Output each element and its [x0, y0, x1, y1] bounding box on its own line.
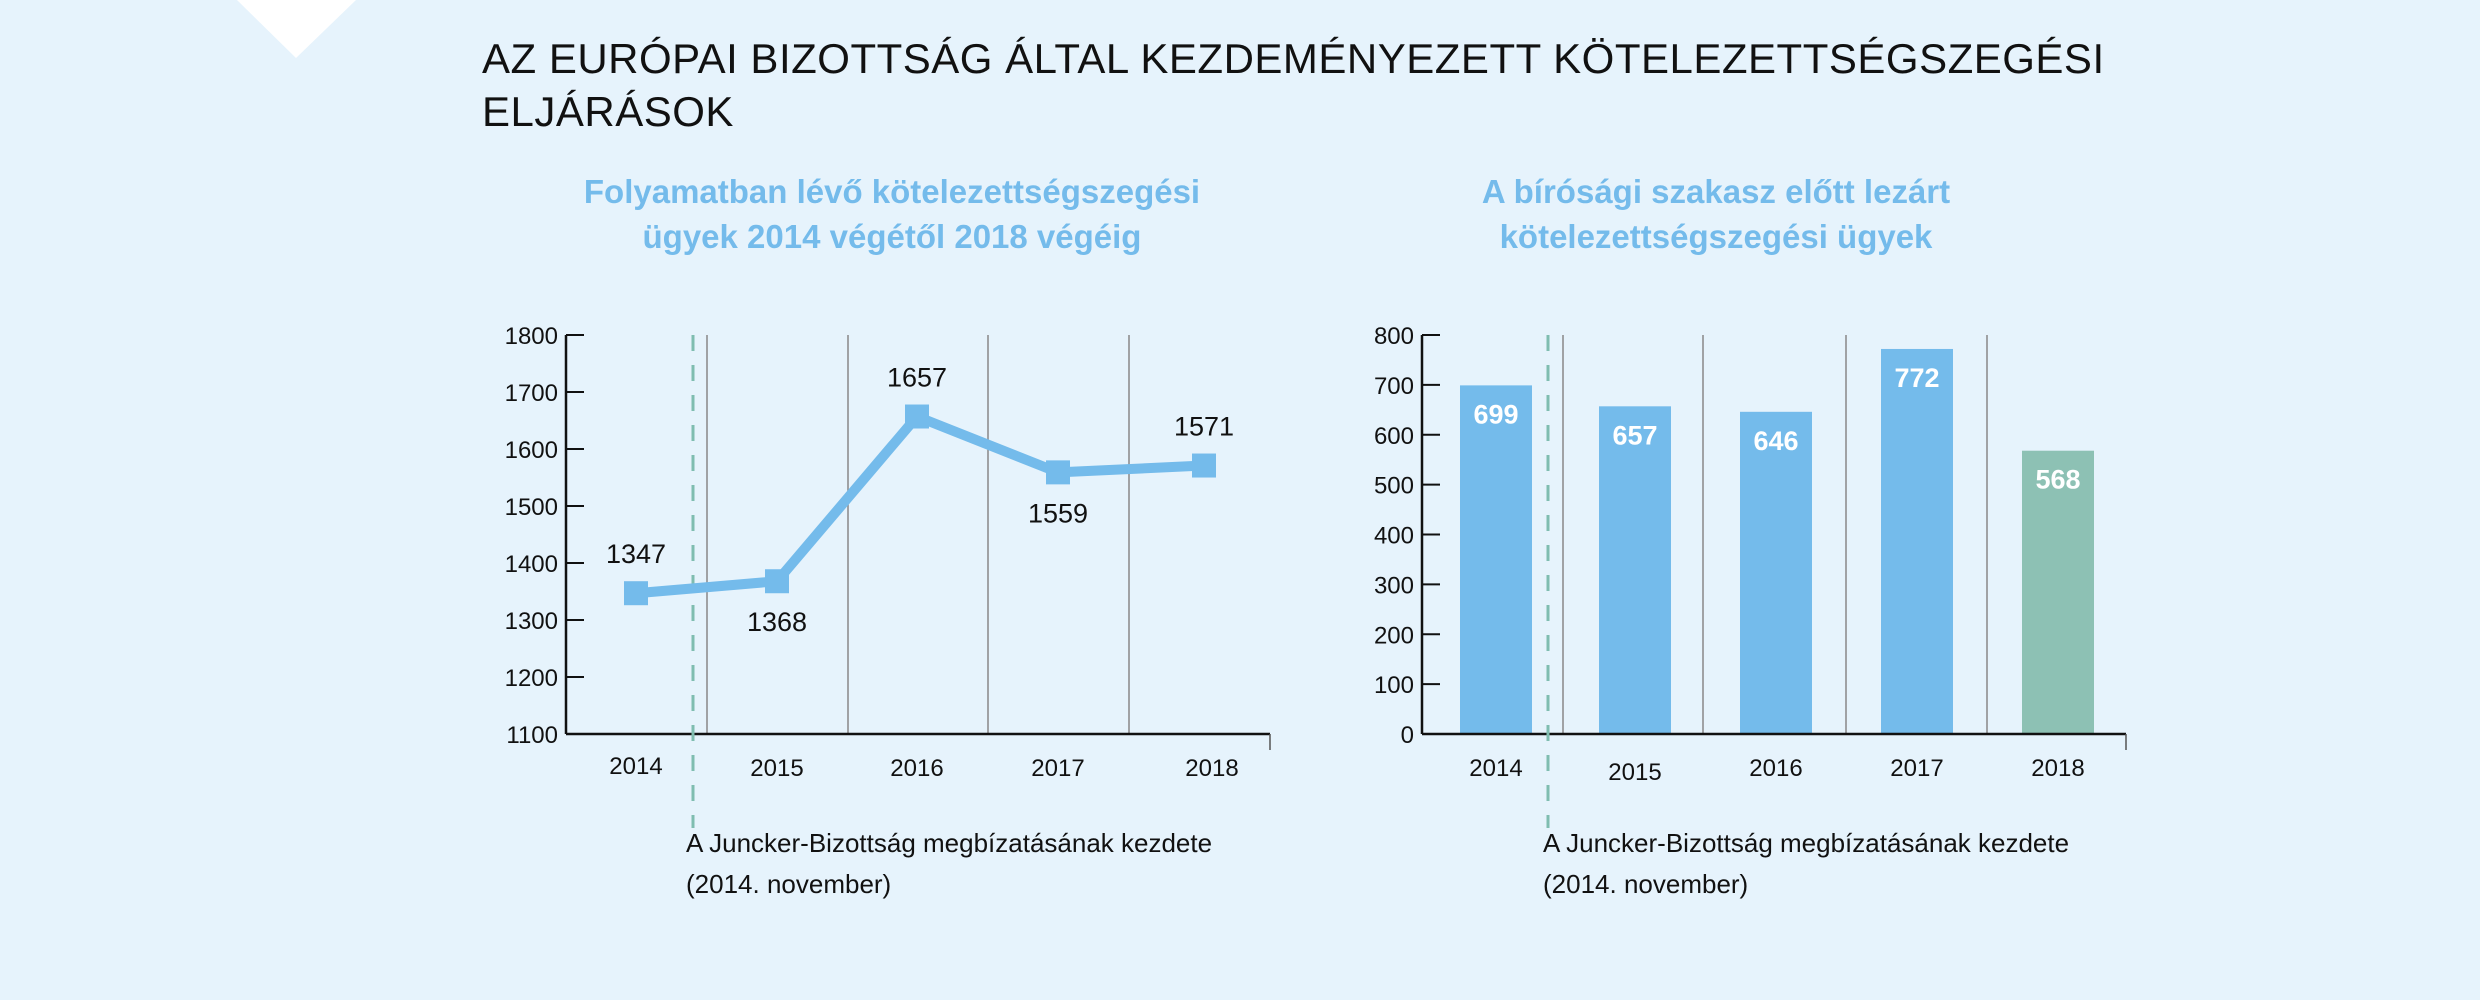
x-tick-label: 2016: [890, 755, 943, 782]
data-label: 1559: [1028, 498, 1088, 528]
bar-chart: 0 100 200 300 400 500 600 700 800 2014 2015 2016 201…: [1374, 323, 2127, 828]
x-tick-label: 2017: [1890, 755, 1943, 782]
y-tick-label: 200: [1374, 622, 1414, 649]
y-tick-label: 1200: [505, 665, 558, 692]
bar-value-label: 568: [2035, 465, 2080, 495]
bar: [1599, 406, 1671, 734]
data-point-marker: [1046, 460, 1070, 485]
line-chart-title-line-2: ügyek 2014 végétől 2018 végéig: [643, 218, 1142, 255]
y-tick-label: 400: [1374, 523, 1414, 550]
line-chart-title-line-1: Folyamatban lévő kötelezettségszegési: [584, 173, 1200, 210]
y-tick-label: 300: [1374, 572, 1414, 599]
y-tick-label: 1500: [505, 494, 558, 521]
x-tick-label: 2018: [2031, 755, 2084, 782]
y-tick-label: 100: [1374, 672, 1414, 699]
y-tick-label: 500: [1374, 473, 1414, 500]
data-point-marker: [624, 581, 648, 606]
line-chart: 1100 1200 1300 1400 1500 1600 1700 1800 2014 2015…: [505, 323, 1271, 828]
corner-triangle-decoration: [237, 0, 356, 58]
bar: [2022, 450, 2094, 734]
line-chart-annotation-line-2: (2014. november): [686, 869, 891, 899]
y-tick-label: 1100: [506, 722, 558, 749]
y-tick-label: 1600: [505, 437, 558, 464]
page-title-line-2: ELJÁRÁSOK: [482, 88, 734, 135]
y-tick-label: 1400: [505, 551, 558, 578]
line-chart-annotation-line-1: A Juncker-Bizottság megbízatásának kezde…: [686, 828, 1212, 858]
data-label: 1571: [1174, 412, 1234, 442]
data-point-marker: [765, 569, 789, 594]
y-tick-label: 1300: [505, 608, 558, 635]
y-tick-label: 700: [1374, 373, 1414, 400]
bar-chart-annotation-line-2: (2014. november): [1543, 869, 1748, 899]
x-tick-label: 2015: [1608, 759, 1661, 786]
data-label: 1347: [606, 539, 666, 569]
y-tick-label: 1800: [505, 323, 558, 350]
bar-chart-title-line-2: kötelezettségszegési ügyek: [1500, 218, 1933, 255]
x-tick-label: 2018: [1185, 755, 1238, 782]
bar: [1460, 385, 1532, 734]
bar: [1881, 348, 1953, 734]
data-point-marker: [905, 404, 929, 429]
bar-chart-title-line-1: A bírósági szakasz előtt lezárt: [1482, 173, 1950, 210]
x-tick-label: 2015: [750, 755, 803, 782]
data-point-marker: [1192, 453, 1216, 478]
x-tick-label: 2017: [1031, 755, 1084, 782]
x-tick-label: 2016: [1749, 755, 1802, 782]
bar-chart-annotation-line-1: A Juncker-Bizottság megbízatásának kezde…: [1543, 828, 2069, 858]
x-tick-label: 2014: [609, 753, 662, 780]
y-tick-label: 600: [1374, 423, 1414, 450]
page-title-line-1: AZ EURÓPAI BIZOTTSÁG ÁLTAL KEZDEMÉNYEZET…: [482, 35, 2105, 82]
series-line: [635, 411, 1205, 599]
data-label: 1657: [887, 363, 947, 393]
bar-value-label: 772: [1894, 363, 1939, 393]
bar: [1740, 411, 1812, 734]
x-tick-label: 2014: [1469, 755, 1522, 782]
bar-value-label: 699: [1473, 399, 1518, 429]
y-tick-label: 800: [1374, 323, 1414, 350]
y-tick-label: 0: [1401, 722, 1414, 749]
y-tick-label: 1700: [505, 380, 558, 407]
bar-value-label: 646: [1753, 426, 1798, 456]
bar-value-label: 657: [1612, 420, 1657, 450]
data-label: 1368: [747, 607, 807, 637]
